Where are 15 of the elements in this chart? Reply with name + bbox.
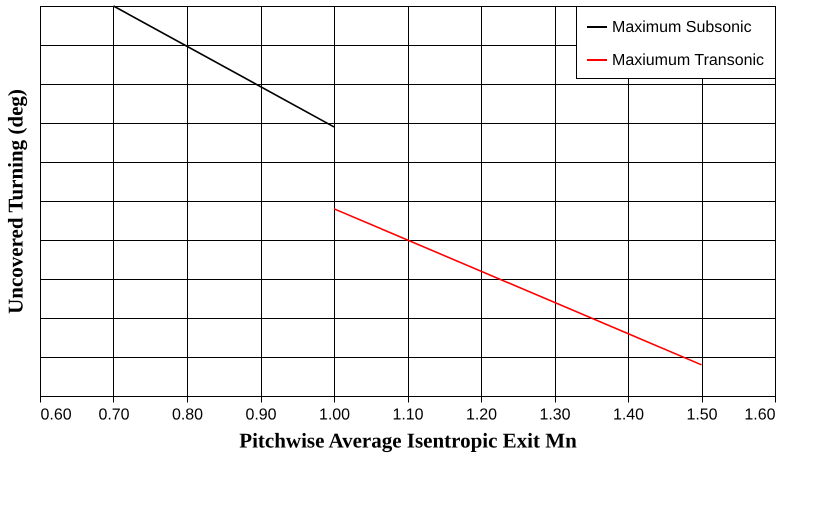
y-axis-title: Uncovered Turning (deg) xyxy=(4,89,28,314)
legend-label: Maximum Subsonic xyxy=(612,19,752,36)
x-axis-title: Pitchwise Average Isentropic Exit Mn xyxy=(239,428,578,452)
x-tick-label: 0.60 xyxy=(40,406,72,424)
x-tick-label: 0.70 xyxy=(98,406,130,424)
x-tick-label: 0.90 xyxy=(245,406,277,424)
legend-label: Maxiumum Transonic xyxy=(612,52,764,69)
x-tick-label: 1.40 xyxy=(612,406,644,424)
x-tick-label: 1.30 xyxy=(539,406,571,424)
x-tick-label: 0.80 xyxy=(172,406,204,424)
x-tick-label: 1.10 xyxy=(392,406,424,424)
x-tick-label: 1.50 xyxy=(686,406,718,424)
x-tick-label: 1.20 xyxy=(466,406,498,424)
x-tick-label: 1.00 xyxy=(318,406,350,424)
x-tick-label: 1.60 xyxy=(744,406,776,424)
